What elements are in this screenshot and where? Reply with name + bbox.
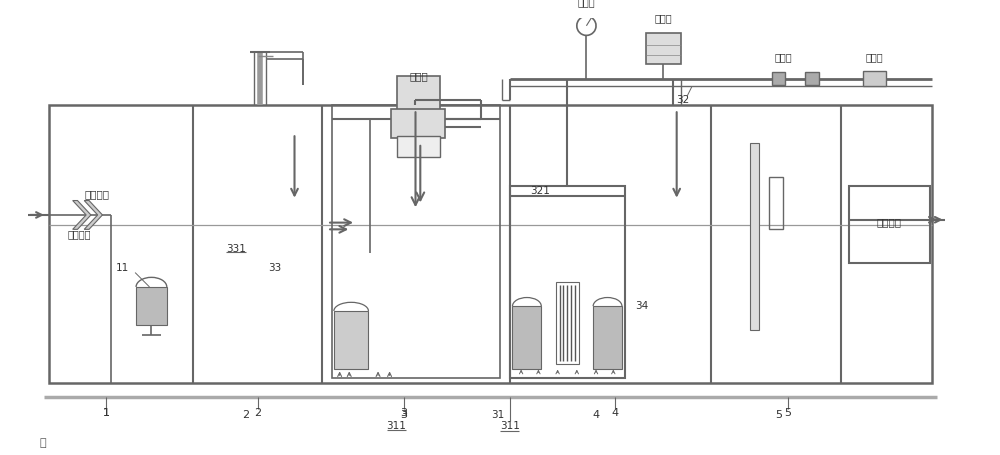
Bar (772, 72, 785, 85)
Text: 34: 34 (635, 301, 649, 311)
Bar (556, 282, 579, 364)
Text: 鼓风机: 鼓风机 (409, 71, 428, 81)
Text: 2: 2 (242, 410, 249, 420)
Bar (510, 186, 625, 378)
Bar (391, 109, 445, 138)
Bar (750, 143, 759, 330)
Text: 311: 311 (386, 421, 406, 431)
Bar (397, 76, 440, 114)
Text: 5: 5 (785, 408, 792, 418)
Text: 污水流入: 污水流入 (84, 189, 109, 199)
Bar (512, 306, 541, 369)
Text: 机械格槽: 机械格槽 (68, 229, 91, 239)
Text: 11: 11 (116, 263, 129, 273)
Text: 1: 1 (103, 408, 110, 418)
Polygon shape (84, 201, 102, 229)
Bar (849, 186, 930, 263)
Bar (805, 72, 819, 85)
Text: 33: 33 (268, 263, 281, 273)
Bar (136, 287, 167, 325)
Text: 2: 2 (254, 408, 262, 418)
Text: 4: 4 (612, 408, 619, 418)
Text: 311: 311 (500, 421, 520, 431)
Text: 中水自用: 中水自用 (876, 217, 901, 228)
Text: 1: 1 (103, 408, 110, 418)
Text: 注: 注 (39, 439, 46, 449)
Text: 4: 4 (592, 410, 600, 420)
Text: 321: 321 (530, 186, 550, 196)
Text: 调节阀: 调节阀 (774, 52, 792, 62)
Bar (334, 311, 368, 369)
Bar (397, 136, 440, 157)
Text: 31: 31 (491, 410, 505, 420)
Text: 3: 3 (400, 410, 407, 420)
Text: 自吸泵: 自吸泵 (654, 13, 672, 23)
Polygon shape (73, 201, 91, 229)
Text: 5: 5 (775, 410, 782, 420)
Text: 32: 32 (676, 95, 689, 105)
Bar (49, 105, 932, 383)
Bar (646, 34, 681, 64)
Bar (769, 177, 783, 229)
Text: 真空表: 真空表 (578, 0, 595, 7)
Text: 流量计: 流量计 (866, 52, 883, 62)
Bar (332, 105, 500, 378)
Bar (593, 306, 622, 369)
Text: 3: 3 (400, 408, 407, 418)
Bar (863, 71, 886, 86)
Text: 331: 331 (226, 243, 246, 253)
